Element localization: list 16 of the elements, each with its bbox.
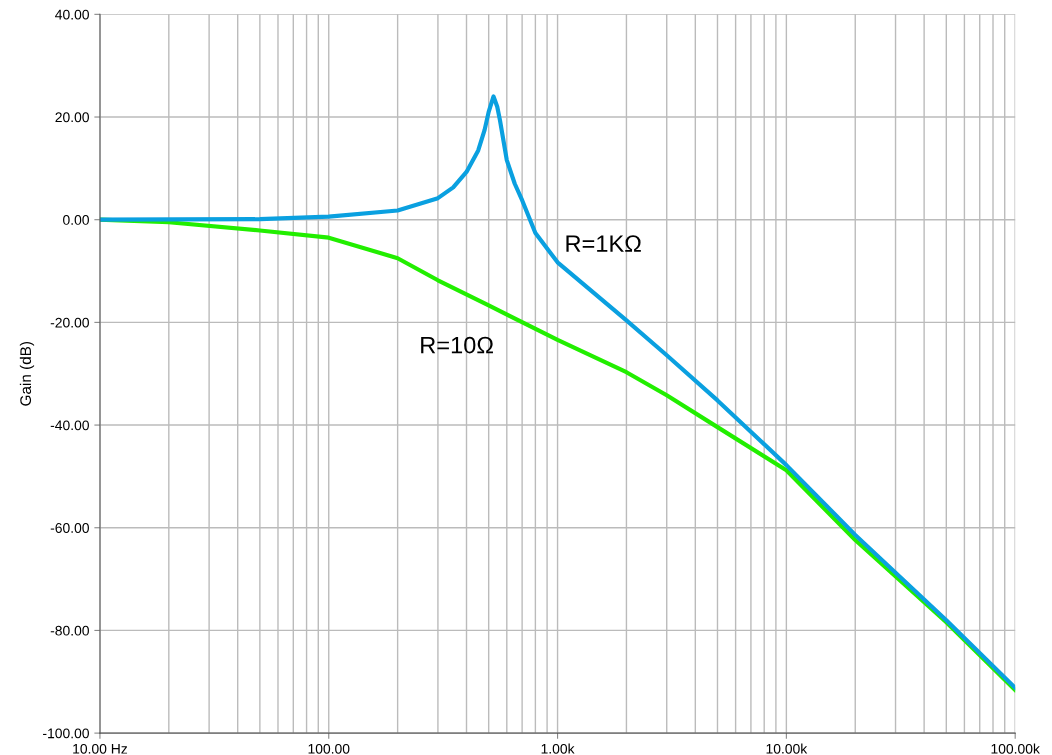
- y-tick-label: 0.00: [63, 215, 89, 225]
- y-tick-label: -80.00: [50, 625, 89, 636]
- series-label: R=10Ω: [421, 336, 493, 354]
- y-tick-label: 20.00: [55, 112, 89, 123]
- x-tick-label: 10.00k: [766, 743, 808, 754]
- x-tick-label: 10.00 Hz: [73, 743, 128, 754]
- y-axis-title: Gain (dB): [19, 341, 35, 406]
- y-tick-label: -40.00: [50, 420, 89, 431]
- y-tick-label: -100.00: [43, 728, 89, 739]
- y-tick-label: 40.00: [55, 9, 89, 20]
- x-tick-label: 100.00: [308, 743, 350, 754]
- y-tick-label: -60.00: [50, 523, 89, 533]
- x-tick-label: 100.00k: [991, 743, 1040, 754]
- y-tick-label: -20.00: [50, 317, 89, 328]
- series-label: R=1KΩ: [566, 235, 641, 252]
- x-tick-label: 1.00k: [541, 743, 575, 754]
